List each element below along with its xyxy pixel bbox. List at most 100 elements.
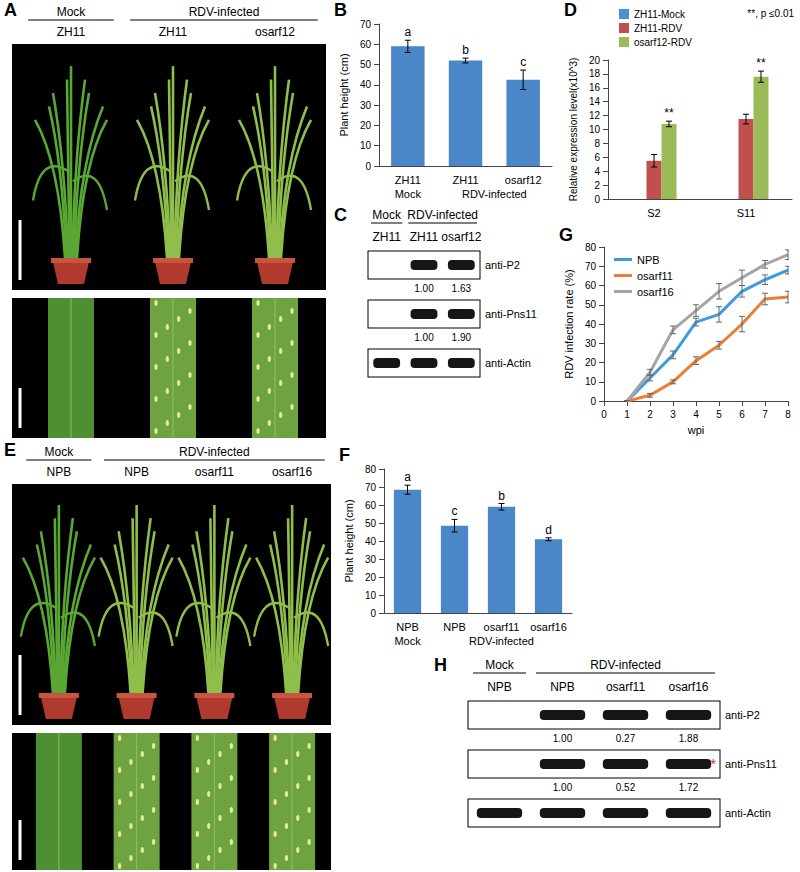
svg-text:3: 3: [670, 409, 676, 420]
svg-text:RDV-infected: RDV-infected: [407, 208, 478, 222]
svg-text:14: 14: [589, 96, 601, 107]
svg-text:osarf12: osarf12: [441, 230, 481, 244]
svg-text:anti-Pns11: anti-Pns11: [485, 308, 537, 320]
svg-text:S11: S11: [737, 207, 756, 219]
svg-text:ZH11: ZH11: [410, 230, 439, 244]
svg-text:anti-Actin: anti-Actin: [485, 357, 531, 369]
svg-text:NPB: NPB: [47, 465, 72, 479]
svg-text:NPB: NPB: [396, 621, 419, 633]
svg-text:osarf12: osarf12: [505, 174, 542, 186]
svg-text:b: b: [462, 43, 469, 57]
svg-text:**, p ≤0.01: **, p ≤0.01: [747, 8, 794, 19]
svg-text:20: 20: [360, 120, 372, 131]
svg-text:80: 80: [365, 464, 377, 475]
svg-text:ZH11: ZH11: [159, 25, 188, 39]
svg-text:2: 2: [594, 180, 600, 191]
svg-text:40: 40: [365, 536, 377, 547]
svg-text:30: 30: [365, 554, 377, 565]
svg-text:Relative expression level(x10^: Relative expression level(x10^3): [568, 58, 579, 202]
svg-text:70: 70: [365, 482, 377, 493]
svg-text:6: 6: [739, 409, 745, 420]
svg-text:anti-P2: anti-P2: [485, 259, 520, 271]
svg-text:NPB: NPB: [124, 465, 149, 479]
svg-text:osarf11: osarf11: [606, 680, 645, 694]
svg-text:Plant height (cm): Plant height (cm): [343, 499, 355, 582]
svg-text:NPB: NPB: [487, 680, 512, 694]
svg-text:a: a: [404, 470, 411, 484]
svg-text:4: 4: [594, 166, 600, 177]
svg-text:12: 12: [589, 110, 601, 121]
svg-text:60: 60: [360, 39, 372, 50]
svg-text:osarf16: osarf16: [272, 465, 312, 479]
svg-text:Mock: Mock: [372, 208, 402, 222]
svg-text:Mock: Mock: [45, 445, 75, 459]
svg-text:10: 10: [585, 376, 597, 387]
svg-text:0: 0: [370, 608, 376, 619]
svg-text:ZH11-RDV: ZH11-RDV: [634, 23, 682, 34]
svg-text:1.00: 1.00: [414, 283, 434, 294]
svg-text:20: 20: [585, 357, 597, 368]
svg-text:Mock: Mock: [485, 658, 515, 672]
svg-text:70: 70: [360, 19, 372, 30]
svg-text:osarf12: osarf12: [255, 25, 295, 39]
svg-text:1.00: 1.00: [553, 733, 573, 744]
svg-text:Mock: Mock: [395, 188, 422, 200]
svg-text:4: 4: [693, 409, 699, 420]
svg-text:0: 0: [365, 161, 371, 172]
svg-text:RDV-infected: RDV-infected: [469, 635, 534, 647]
svg-text:RDV infection rate (%): RDV infection rate (%): [563, 269, 575, 378]
svg-text:8: 8: [785, 409, 791, 420]
svg-text:50: 50: [585, 299, 597, 310]
svg-text:anti-P2: anti-P2: [725, 709, 760, 721]
svg-text:30: 30: [585, 338, 597, 349]
svg-text:2: 2: [647, 409, 653, 420]
svg-text:1.90: 1.90: [452, 332, 472, 343]
svg-text:anti-Actin: anti-Actin: [725, 807, 771, 819]
svg-text:*: *: [711, 756, 717, 772]
svg-text:Mock: Mock: [394, 635, 421, 647]
svg-text:1.88: 1.88: [679, 733, 699, 744]
svg-text:ZH11-Mock: ZH11-Mock: [634, 9, 686, 20]
svg-text:ZH11: ZH11: [57, 25, 86, 39]
svg-text:osarf12-RDV: osarf12-RDV: [634, 37, 692, 48]
svg-text:5: 5: [716, 409, 722, 420]
svg-text:0.52: 0.52: [616, 782, 636, 793]
svg-text:S2: S2: [647, 207, 660, 219]
svg-text:RDV-infected: RDV-infected: [189, 5, 260, 19]
svg-text:50: 50: [365, 518, 377, 529]
svg-text:70: 70: [585, 261, 597, 272]
svg-text:ZH11: ZH11: [372, 230, 401, 244]
svg-text:anti-Pns11: anti-Pns11: [725, 758, 777, 770]
svg-text:**: **: [756, 56, 766, 70]
svg-text:wpi: wpi: [687, 424, 705, 436]
svg-text:1: 1: [624, 409, 630, 420]
svg-text:20: 20: [365, 572, 377, 583]
svg-text:RDV-infected: RDV-infected: [462, 188, 527, 200]
svg-text:0: 0: [590, 396, 596, 407]
svg-text:0.27: 0.27: [616, 733, 636, 744]
svg-text:10: 10: [360, 140, 372, 151]
svg-text:60: 60: [585, 280, 597, 291]
svg-text:a: a: [405, 25, 412, 39]
svg-text:RDV-infected: RDV-infected: [590, 658, 661, 672]
svg-text:1.72: 1.72: [679, 782, 699, 793]
svg-text:1.63: 1.63: [452, 283, 472, 294]
svg-text:0: 0: [601, 409, 607, 420]
svg-text:1.00: 1.00: [414, 332, 434, 343]
svg-text:osarf11: osarf11: [637, 270, 673, 282]
svg-text:d: d: [545, 523, 552, 537]
svg-text:18: 18: [589, 68, 601, 79]
svg-text:**: **: [664, 106, 674, 120]
svg-text:Mock: Mock: [57, 5, 87, 19]
svg-text:ZH11: ZH11: [395, 174, 421, 186]
svg-text:40: 40: [585, 319, 597, 330]
svg-text:b: b: [498, 489, 505, 503]
svg-text:80: 80: [585, 242, 597, 253]
svg-text:10: 10: [589, 124, 601, 135]
svg-text:8: 8: [594, 138, 600, 149]
svg-text:6: 6: [594, 152, 600, 163]
svg-text:NPB: NPB: [550, 680, 575, 694]
svg-text:50: 50: [360, 59, 372, 70]
svg-text:c: c: [452, 504, 458, 518]
svg-text:NPB: NPB: [637, 254, 660, 266]
